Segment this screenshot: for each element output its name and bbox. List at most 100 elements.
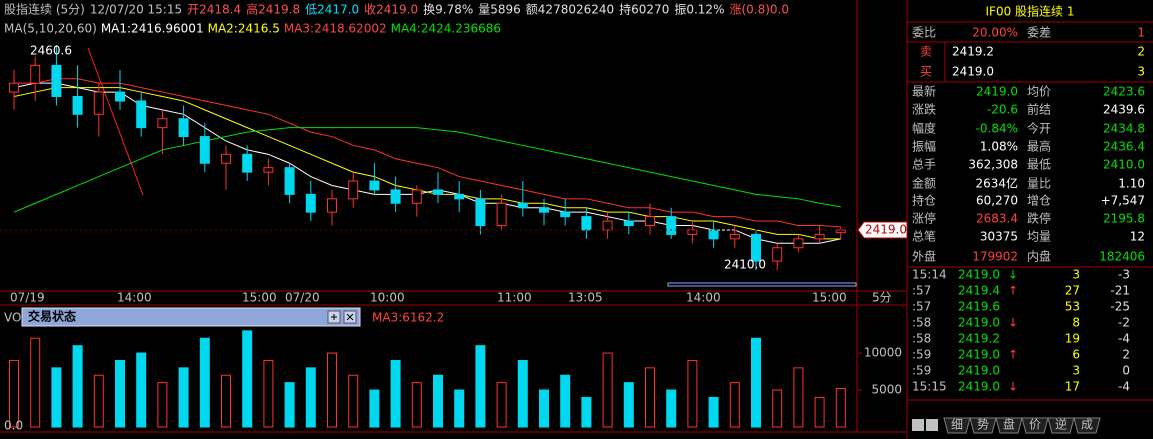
x-label: 07/19 [10,291,45,305]
popup-titlebar[interactable] [21,307,361,327]
volume-bar [9,359,19,428]
toolbar-item: 额4278026240 [526,3,614,17]
ma-legend: MA(5,10,20,60) [4,22,97,36]
cell: ↑ [1008,284,1018,298]
cell: -2 [1118,316,1130,330]
candle-body [9,82,19,93]
volume-bar [263,359,274,428]
scroll-left[interactable] [912,419,924,431]
y-tick-label: 10000 [864,346,902,360]
candle-body [666,216,677,235]
candle-body [136,100,147,129]
volume-bar [284,382,295,428]
volume-bar [539,389,549,428]
volume-bar [30,337,41,428]
cell: 均价 [1027,85,1051,99]
cell: 买 [920,65,932,79]
cell: 2434.8 [1103,122,1145,136]
candle-body [327,198,337,213]
cell: 2436.4 [1103,140,1145,154]
tab[interactable] [969,417,997,434]
candle-body [157,118,168,129]
candle-body [242,153,253,173]
cell: 3 [1072,268,1080,282]
cell: 53 [1065,300,1080,314]
cell: 362,308 [968,158,1018,172]
toolbar-item: 收2419.0 [364,3,418,17]
volume-bar [411,382,422,428]
status: 0.0 [4,419,23,433]
cell: 涨停 [912,211,936,226]
cell: 前结 [1027,102,1051,117]
price-tag-text: 2419.0 [865,222,907,236]
cell: 金额 [912,176,936,191]
cell: +7,547 [1101,194,1145,208]
tab[interactable] [1047,417,1075,434]
volume-bar [814,396,825,428]
popup: 交易状态 [21,307,361,327]
popup-title: 交易状态 [28,309,76,324]
volume-bar [115,359,125,428]
candle-body [475,198,486,227]
cell: 振幅 [912,139,936,154]
volume-bar [454,389,465,428]
tab[interactable] [943,417,971,434]
volume-bar [793,367,804,428]
tab-label: 细 [951,418,963,432]
cell: 2410.0 [1103,158,1145,172]
cell: 2419.0 [958,380,1000,394]
cell: 182406 [1099,250,1145,264]
tab[interactable] [1021,417,1049,434]
candle-body [115,91,125,102]
cell: 6 [1072,348,1080,362]
candle-body [369,180,380,191]
volume-bar [751,337,761,428]
cell: 2419.0 [958,268,1000,282]
high-label: 2460.6 [30,43,72,57]
cell: ↓ [1008,380,1018,394]
x-label: 14:00 [117,291,152,305]
cell: 2 [1122,348,1130,362]
cell: -21 [1110,284,1130,298]
x-label: 15:00 [242,291,277,305]
toolbar-item: 涨(0.8)0.0 [729,2,789,17]
volume-bar [835,388,846,428]
toolbar-item: 持60270 [619,2,669,17]
scroll-right[interactable] [926,419,938,431]
x-label: 14:00 [686,291,721,305]
volume-bar [327,352,337,428]
cell: 2419.4 [958,284,1000,298]
cell: 1.10 [1118,177,1145,191]
cell: 20.00% [972,26,1018,40]
cell: ↑ [1008,348,1018,362]
cell: 27 [1065,284,1080,298]
cell: ↓ [1008,268,1018,282]
toolbar-item: 量5896 [478,3,521,17]
cell: 2419.0 [958,348,1000,362]
volume-bar [390,359,401,428]
volume-bar [305,367,316,428]
ma-legend: MA3:2418.62002 [284,22,387,36]
cell: 2683.4 [976,212,1018,226]
tab[interactable] [995,417,1023,434]
cell: 最高 [1027,139,1051,154]
candle-body [178,118,189,138]
cell: 2634亿 [975,176,1018,191]
volume-bar [157,382,168,428]
x-label: 13:05 [568,291,603,305]
toolbar-item: 低2417.0 [305,3,359,17]
candle-body [645,216,655,227]
cell: 3 [1137,65,1145,79]
volume-bar [560,374,571,428]
volume-bar [221,374,231,428]
toolbar-item: 换9.78% [423,3,473,17]
ma-legend: MA1:2416.96001 [101,22,204,36]
close-icon [346,313,354,321]
cell: 2419.0 [958,316,1000,330]
cell: 幅度 [912,121,936,136]
tab[interactable] [1073,417,1101,434]
cell: :57 [912,300,931,314]
toolbar-item: 高2419.8 [246,2,300,17]
